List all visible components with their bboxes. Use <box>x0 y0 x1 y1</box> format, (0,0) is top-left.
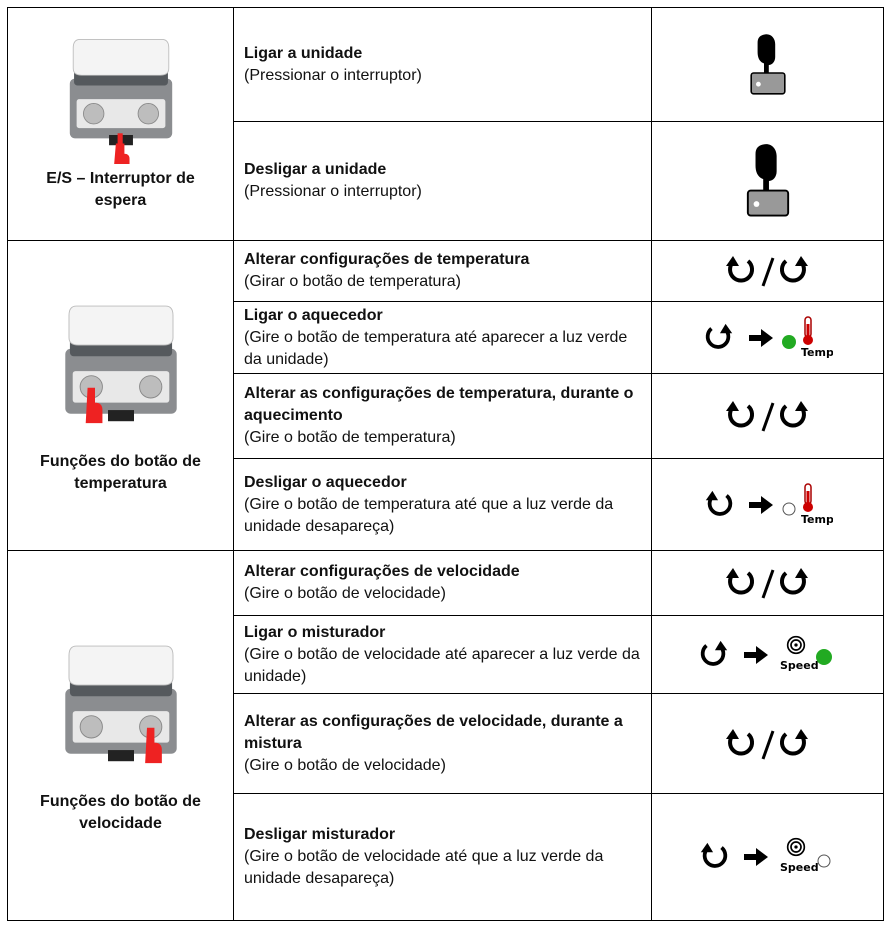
action-title: Alterar configurações de velocidade <box>244 563 520 580</box>
section-label: Funções do botão de temperatura <box>40 452 201 492</box>
action-desc: (Gire o botão de velocidade até aparecer… <box>244 645 640 685</box>
icon-cell <box>651 373 884 459</box>
press-icon <box>749 32 786 95</box>
action-desc: (Pressionar o interruptor) <box>244 66 422 84</box>
action-desc: (Pressionar o interruptor) <box>244 183 422 200</box>
action-cell: Alterar as configurações de temperatura,… <box>233 373 652 459</box>
press-icon <box>746 143 789 217</box>
action-desc: (Gire o botão de velocidade) <box>244 585 446 602</box>
rotate-icon <box>723 566 813 600</box>
icon-text: Speed <box>780 861 819 874</box>
icon-cell: Speed <box>651 793 884 921</box>
action-title: Alterar as configurações de velocidade, … <box>244 712 623 752</box>
device-image <box>56 297 186 423</box>
action-cell: Desligar misturador (Gire o botão de velo… <box>233 793 652 921</box>
action-cell: Ligar a unidade (Pressionar o interruptor… <box>233 7 652 122</box>
icon-text: Temp <box>801 346 833 359</box>
action-cell: Desligar a unidade (Pressionar o interrup… <box>233 121 652 241</box>
action-cell: Alterar configurações de velocidade (Gire… <box>233 550 652 616</box>
action-title: Alterar as configurações de temperatura,… <box>244 385 634 424</box>
device-image <box>61 36 181 164</box>
action-title: Desligar a unidade <box>244 161 387 178</box>
action-cell: Desligar o aquecedor (Gire o botão de tem… <box>233 458 652 551</box>
action-cell: Ligar o aquecedor (Gire o botão de temper… <box>233 301 652 374</box>
rotate-icon <box>723 399 813 433</box>
action-desc: (Gire o botão de temperatura) <box>244 429 456 446</box>
icon-cell: Speed <box>651 615 884 694</box>
icon-cell: Temp <box>651 301 884 374</box>
heat-on-icon: Temp <box>705 315 833 359</box>
action-title: Alterar configurações de temperatura <box>244 251 530 268</box>
section-cell: E/S – Interruptor de espera <box>7 7 234 241</box>
heat-off-icon: Temp <box>703 482 833 526</box>
icon-text: Temp <box>801 513 833 526</box>
action-title: Ligar o aquecedor <box>244 306 383 324</box>
action-cell: Ligar o misturador (Gire o botão de veloc… <box>233 615 652 694</box>
section-label: E/S – Interruptor de espera <box>46 170 195 209</box>
action-desc: (Gire o botão de temperatura até que a l… <box>244 495 614 535</box>
rotate-icon <box>723 254 813 288</box>
mix-off-icon: Speed <box>698 837 830 874</box>
icon-text: Speed <box>780 659 819 672</box>
section-label: Funções do botão de velocidade <box>40 792 201 832</box>
rotate-icon <box>723 727 813 761</box>
action-title: Ligar a unidade <box>244 44 363 62</box>
device-image <box>56 637 186 763</box>
action-desc: (Gire o botão de temperatura até aparece… <box>244 328 628 368</box>
icon-cell <box>651 550 884 616</box>
action-desc: (Gire o botão de velocidade até que a lu… <box>244 848 604 887</box>
section-cell: Funções do botão de velocidade <box>7 550 234 921</box>
icon-cell <box>651 693 884 794</box>
action-cell: Alterar as configurações de velocidade, … <box>233 693 652 794</box>
mix-on-icon: Speed <box>700 635 832 672</box>
icon-cell <box>651 121 884 241</box>
action-title: Ligar o misturador <box>244 623 386 641</box>
action-title: Desligar o aquecedor <box>244 473 407 491</box>
icon-cell: Temp <box>651 458 884 551</box>
icon-cell <box>651 7 884 122</box>
action-desc: (Girar o botão de temperatura) <box>244 273 461 290</box>
icon-cell <box>651 240 884 302</box>
action-desc: (Gire o botão de velocidade) <box>244 756 446 774</box>
instruction-table: E/S – Interruptor de espera Ligar a unid… <box>7 7 884 921</box>
section-cell: Funções do botão de temperatura <box>7 240 234 551</box>
action-cell: Alterar configurações de temperatura (Gir… <box>233 240 652 302</box>
action-title: Desligar misturador <box>244 826 396 843</box>
